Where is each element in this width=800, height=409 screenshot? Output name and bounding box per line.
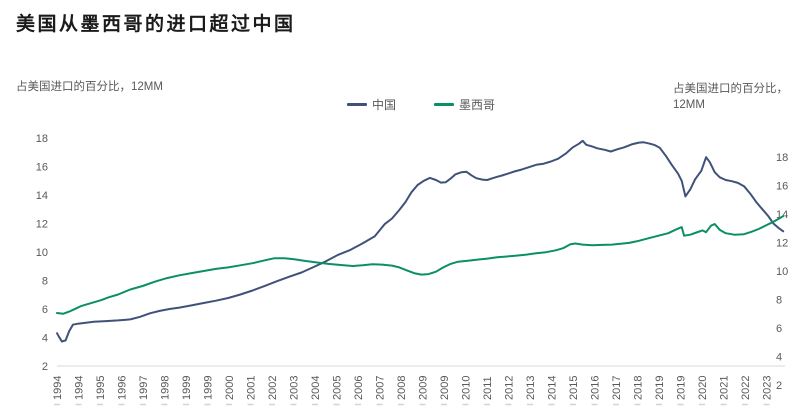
- chart-title: 美国从墨西哥的进口超过中国: [16, 14, 296, 35]
- y-axis-right-tick-label: 8: [776, 295, 782, 307]
- x-axis-tick-label: 2010: [461, 376, 473, 400]
- x-axis-tick-label: 2014: [547, 376, 559, 400]
- x-axis-tick-label: 2015: [568, 376, 580, 400]
- right-axis-title: 占美国进口的百分比， 12MM: [673, 81, 788, 113]
- x-axis-tick-label: 2009: [439, 376, 451, 400]
- x-axis-tick-label: 2003: [289, 376, 301, 400]
- legend-item-china: 中国: [347, 96, 396, 113]
- y-axis-right-tick-label: 12: [776, 238, 788, 250]
- x-axis-tick-label: 1997: [138, 376, 150, 400]
- mexico-line: [56, 215, 785, 315]
- y-axis-left-tick-label: 14: [36, 190, 48, 202]
- x-axis-tick-label: 1994: [74, 376, 86, 400]
- x-axis-tick-label: 2000: [224, 376, 236, 400]
- x-axis-tick-label: 1994: [52, 376, 64, 400]
- x-axis-tick-label: 2008: [396, 376, 408, 400]
- y-axis-right-tick-label: 18: [776, 152, 788, 164]
- china-line: [56, 139, 785, 343]
- x-axis-tick-label: 2006: [353, 376, 365, 400]
- y-axis-right-tick-label: 2: [776, 380, 782, 392]
- x-axis-tick-label: 1998: [160, 376, 172, 400]
- right-axis-title-line1: 占美国进口的百分比，: [673, 83, 788, 95]
- x-axis-tick-label: 2005: [332, 376, 344, 400]
- x-axis-tick-label: 2011: [482, 376, 494, 400]
- legend-label-china: 中国: [372, 98, 397, 112]
- y-axis-right-tick-label: 10: [776, 266, 788, 278]
- legend-label-mexico: 墨西哥: [459, 98, 496, 112]
- x-axis-tick-label: 2001: [246, 376, 258, 400]
- x-axis-tick-label: 2002: [267, 376, 279, 400]
- x-axis-tick-label: 2012: [504, 376, 516, 400]
- legend-item-mexico: 墨西哥: [434, 96, 495, 113]
- x-axis-tick-label: 2018: [633, 376, 645, 400]
- x-axis-tick-label: 2007: [375, 376, 387, 400]
- china-line-swatch: [347, 103, 367, 106]
- right-axis-title-line2: 12MM: [673, 99, 705, 111]
- y-axis-left-tick-label: 10: [36, 247, 48, 259]
- y-axis-left-tick-label: 8: [42, 276, 48, 288]
- x-axis-tick-label: 2019: [676, 376, 688, 400]
- left-axis-title: 占美国进口的百分比，12MM: [16, 81, 163, 93]
- x-axis-tick-label: 2004: [310, 376, 322, 400]
- x-axis-tick-label: 2013: [525, 376, 537, 400]
- legend: 中国 墨西哥: [347, 96, 495, 113]
- x-axis-tick-label: 2022: [740, 376, 752, 400]
- y-axis-left-tick-label: 16: [36, 162, 48, 174]
- y-axis-left-tick-label: 2: [42, 361, 48, 373]
- y-axis-right-tick-label: 16: [776, 181, 788, 193]
- x-axis-tick-label: 2021: [719, 376, 731, 400]
- x-axis-tick-label: 2016: [590, 376, 602, 400]
- y-axis-right-tick-label: 6: [776, 323, 782, 335]
- x-axis-tick-label: 2017: [611, 376, 623, 400]
- x-axis-tick-label: 2020: [697, 376, 709, 400]
- x-axis-tick-label: 2023: [762, 376, 774, 400]
- x-axis-tick-label: 2019: [654, 376, 666, 400]
- x-axis-tick-label: 2009: [418, 376, 430, 400]
- mexico-line-swatch: [434, 103, 455, 106]
- y-axis-left-tick-label: 18: [36, 133, 48, 145]
- y-axis-right-tick-label: 4: [776, 352, 782, 364]
- x-axis-tick-label: 1996: [117, 376, 129, 400]
- y-axis-left-tick-label: 4: [42, 333, 48, 345]
- y-axis-left-tick-label: 6: [42, 304, 48, 316]
- x-axis-tick-label: 1999: [203, 376, 215, 400]
- x-axis-tick-label: 1995: [95, 376, 107, 400]
- y-axis-left-tick-label: 12: [36, 219, 48, 231]
- x-axis-tick-label: 1999: [181, 376, 193, 400]
